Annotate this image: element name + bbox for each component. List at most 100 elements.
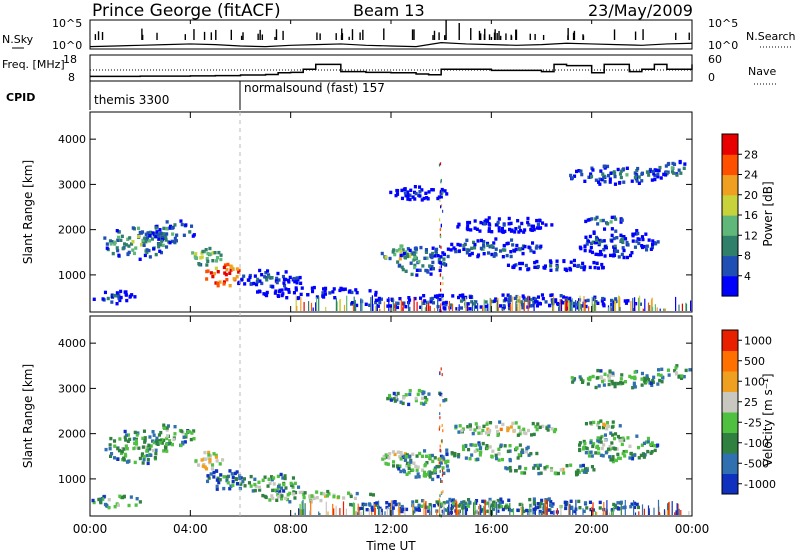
heatmap-cell <box>265 290 269 295</box>
heatmap-cell <box>158 249 162 253</box>
nsearch-tick-top: 10^5 <box>708 17 738 30</box>
heatmap-cell <box>418 185 422 189</box>
heatmap-cell <box>597 425 601 430</box>
heatmap-cell <box>362 503 365 515</box>
heatmap-cell <box>400 299 402 311</box>
heatmap-cell <box>496 429 500 434</box>
heatmap-cell <box>591 168 595 172</box>
heatmap-cell <box>552 305 555 311</box>
heatmap-cell <box>503 229 507 234</box>
heatmap-cell <box>538 511 540 515</box>
heatmap-cell <box>218 280 222 284</box>
heatmap-cell <box>516 508 520 512</box>
heatmap-cell <box>216 284 220 288</box>
heatmap-cell <box>646 440 650 444</box>
heatmap-cell <box>610 441 614 445</box>
heatmap-cell <box>613 381 617 386</box>
heatmap-cell <box>212 452 216 456</box>
heatmap-cell <box>552 428 556 433</box>
heatmap-cell <box>629 253 633 258</box>
heatmap-cell <box>165 220 169 224</box>
heatmap-cell <box>494 453 498 457</box>
heatmap-cell <box>419 245 423 250</box>
heatmap-cell <box>446 459 450 463</box>
colorbar-segment <box>722 174 738 196</box>
heatmap-cell <box>392 248 396 252</box>
x-tick-label: 00:00 <box>73 522 108 536</box>
heatmap-cell <box>476 457 480 461</box>
heatmap-cell <box>684 368 688 373</box>
colorbar-segment <box>722 330 738 351</box>
heatmap-cell <box>413 247 417 251</box>
heatmap-cell <box>326 489 330 494</box>
heatmap-cell <box>203 450 207 455</box>
heatmap-cell <box>642 455 646 459</box>
heatmap-cell <box>439 273 442 277</box>
heatmap-cell <box>415 468 419 472</box>
heatmap-cell <box>347 290 351 294</box>
heatmap-cell <box>663 308 665 311</box>
heatmap-cell <box>584 304 588 309</box>
heatmap-cell <box>327 511 329 515</box>
heatmap-cell <box>575 169 579 174</box>
heatmap-cell <box>165 245 169 249</box>
heatmap-cell <box>333 296 337 300</box>
nave-label: Nave <box>748 65 776 78</box>
heatmap-cell <box>494 237 498 241</box>
heatmap-cell <box>442 257 446 261</box>
heatmap-cell <box>473 300 475 311</box>
heatmap-cell <box>517 453 521 457</box>
heatmap-cell <box>137 226 141 230</box>
heatmap-cell <box>147 443 151 447</box>
heatmap-cell <box>121 495 125 500</box>
heatmap-cell <box>277 484 281 489</box>
heatmap-cell <box>294 512 296 515</box>
heatmap-cell <box>376 304 380 308</box>
heatmap-cell <box>671 501 673 515</box>
heatmap-cell <box>594 252 598 256</box>
power-colorbar-label: Power [dB] <box>761 181 775 246</box>
heatmap-cell <box>513 428 517 433</box>
heatmap-cell <box>515 301 517 311</box>
heatmap-cell <box>174 239 178 243</box>
heatmap-cell <box>550 223 554 227</box>
heatmap-cell <box>494 223 498 227</box>
heatmap-cell <box>197 463 201 467</box>
heatmap-cell <box>141 461 145 465</box>
heatmap-cell <box>166 424 170 428</box>
heatmap-cell <box>535 304 539 308</box>
heatmap-cell <box>457 306 459 311</box>
heatmap-cell <box>143 438 147 443</box>
heatmap-cell <box>619 238 623 243</box>
heatmap-cell <box>608 373 612 377</box>
heatmap-cell <box>409 252 413 257</box>
heatmap-cell <box>690 300 692 311</box>
power-ylabel: Slant Range [km] <box>21 160 35 264</box>
heatmap-cell <box>594 300 598 304</box>
heatmap-cell <box>219 473 223 477</box>
heatmap-cell <box>535 427 539 432</box>
heatmap-cell <box>200 458 204 462</box>
colorbar-segment <box>722 255 738 277</box>
heatmap-cell <box>421 499 425 503</box>
freq-tick-bottom: 8 <box>68 71 75 84</box>
heatmap-cell <box>285 296 289 300</box>
heatmap-cell <box>501 507 505 512</box>
velocity-heatmap-cells <box>91 364 692 518</box>
heatmap-cell <box>336 301 338 311</box>
heatmap-cell <box>283 284 287 288</box>
heatmap-cell <box>192 437 196 441</box>
heatmap-cell <box>490 244 494 248</box>
colorbar-tick-label: 16 <box>744 209 758 222</box>
heatmap-cell <box>165 436 169 441</box>
heatmap-cell <box>497 505 501 509</box>
heatmap-cell <box>162 449 166 453</box>
y-tick-label: 3000 <box>58 178 86 191</box>
heatmap-cell <box>544 223 548 227</box>
heatmap-cell <box>619 377 623 381</box>
heatmap-cell <box>641 504 644 515</box>
heatmap-cell <box>656 382 660 386</box>
heatmap-cell <box>629 451 633 456</box>
heatmap-cell <box>418 194 422 198</box>
heatmap-cell <box>677 168 681 172</box>
